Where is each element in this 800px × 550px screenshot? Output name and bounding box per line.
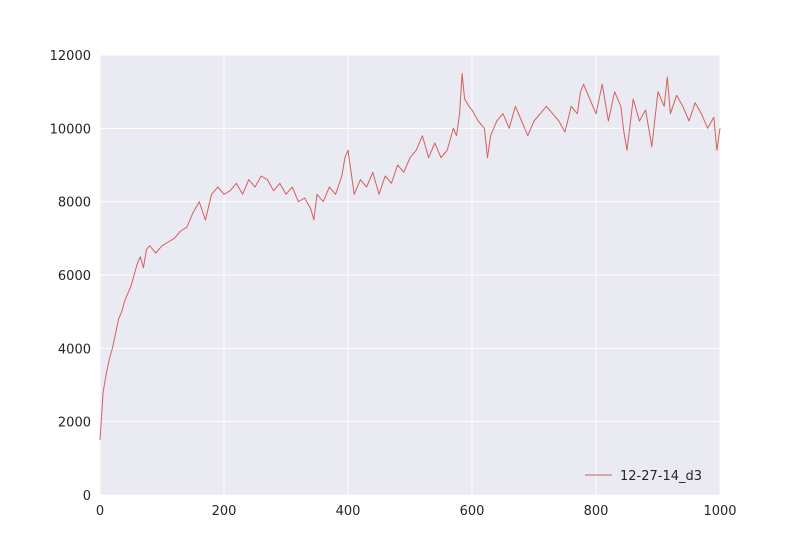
x-tick-label: 0: [96, 504, 104, 519]
y-tick-label: 6000: [58, 269, 91, 284]
legend: 12-27-14_d3: [585, 469, 702, 484]
tick-labels: 0 200 400 600 800 100002000400060008000100001…: [50, 49, 737, 519]
y-tick-label: 10000: [50, 122, 91, 137]
y-tick-label: 12000: [50, 49, 91, 64]
y-tick-label: 8000: [58, 196, 91, 211]
x-tick-label: 800: [584, 504, 609, 519]
x-tick-label: 600: [460, 504, 485, 519]
legend-label: 12-27-14_d3: [620, 469, 702, 484]
gridlines: [99, 54, 721, 496]
series-layer: [99, 72, 721, 441]
y-tick-label: 0: [83, 489, 91, 504]
y-tick-label: 4000: [58, 342, 91, 357]
x-tick-label: 1000: [703, 504, 736, 519]
y-tick-label: 2000: [58, 416, 91, 431]
x-tick-label: 400: [336, 504, 361, 519]
series-line: [99, 72, 721, 441]
x-tick-label: 200: [212, 504, 237, 519]
